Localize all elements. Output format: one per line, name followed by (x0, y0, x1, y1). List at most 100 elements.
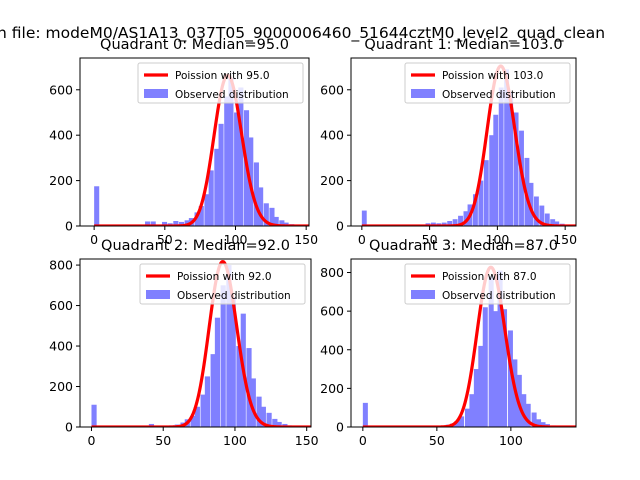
histogram-bar (458, 215, 463, 226)
histogram-bar (198, 206, 204, 226)
y-tick-label: 600 (320, 304, 344, 319)
y-tick-label: 800 (320, 265, 344, 280)
histogram-bar (507, 330, 513, 427)
histogram-bar (554, 221, 560, 226)
histogram-bar (513, 112, 519, 226)
panel-title: Quadrant 3: Median=87.0 (369, 238, 558, 254)
x-tick-label: 100 (223, 433, 247, 448)
figure-suptitle: n file: modeM0/AS1A13_037T05_9000006460_… (0, 24, 605, 43)
histogram-bar (362, 402, 368, 427)
y-tick-label: 600 (320, 82, 344, 97)
plot-area (360, 64, 576, 226)
histogram-bar (228, 78, 234, 226)
x-tick-label: 100 (499, 433, 523, 448)
histogram-bar (441, 222, 447, 226)
histogram-bar (190, 415, 196, 427)
histogram-bar (489, 135, 495, 226)
histogram-bar (454, 421, 460, 427)
legend-observed-label: Observed distribution (442, 89, 556, 101)
y-tick-label: 800 (49, 258, 73, 273)
histogram-bar (525, 403, 531, 427)
histogram-bar (504, 69, 510, 226)
histogram-bar (488, 276, 494, 427)
histogram-bar (236, 346, 242, 427)
histogram-bar (540, 422, 546, 427)
y-tick-label: 400 (320, 128, 344, 143)
y-tick-label: 0 (65, 420, 73, 435)
histogram-bar (539, 205, 545, 226)
x-tick-label: 0 (358, 232, 366, 247)
histogram-bar (452, 219, 458, 226)
axes-frame (350, 57, 577, 227)
histogram-bar (464, 408, 471, 427)
histogram-bar (536, 419, 542, 427)
histogram-bar (269, 207, 275, 226)
histogram-bar (150, 221, 156, 226)
histogram-bar (276, 421, 282, 427)
plot-area (361, 265, 576, 427)
y-tick-label: 400 (49, 128, 73, 143)
histogram-bar (483, 160, 489, 226)
histogram-bar (473, 369, 479, 427)
histogram-bar (173, 221, 179, 226)
y-tick-label: 600 (49, 298, 73, 313)
x-tick-label: 50 (155, 433, 171, 448)
x-tick-label: 100 (224, 232, 248, 247)
histogram-bar (266, 412, 272, 427)
legend-observed-label: Observed distribution (177, 290, 291, 302)
histogram-bar (250, 378, 256, 427)
histogram-bar (91, 404, 97, 427)
x-tick-label: 50 (429, 433, 445, 448)
histogram-bar (272, 418, 278, 427)
histogram-bar (224, 96, 230, 226)
histogram-bar (234, 112, 240, 226)
histogram-bar (498, 87, 504, 226)
histogram-bar (258, 187, 264, 226)
histogram-bar (469, 394, 475, 427)
y-tick-label: 200 (49, 173, 73, 188)
panel-title: Quadrant 0: Median=95.0 (100, 37, 289, 53)
histogram-bar (178, 221, 185, 226)
histogram-bar (544, 213, 550, 226)
legend-bar-swatch (411, 290, 435, 299)
histogram-bar (531, 412, 537, 427)
histogram-bar (493, 114, 499, 226)
legend-observed-label: Observed distribution (175, 89, 289, 101)
histogram-bar (279, 220, 285, 226)
histogram-bar (361, 210, 367, 226)
histogram-bar (94, 186, 100, 226)
legend-poisson-label: Poission with 87.0 (442, 271, 537, 283)
axes-frame (79, 258, 312, 428)
x-tick-label: 100 (485, 232, 509, 247)
y-tick-label: 200 (320, 381, 344, 396)
y-tick-label: 0 (336, 420, 344, 435)
x-tick-label: 0 (88, 433, 96, 448)
histogram-bar (283, 222, 289, 226)
histogram-bar (533, 196, 539, 226)
quadrant-3-panel: Quadrant 3: Median=87.0 0 50 100 0 200 400 600 8… (320, 238, 577, 448)
y-tick-label: 400 (49, 339, 73, 354)
legend-poisson-label: Poission with 95.0 (175, 70, 270, 82)
legend-poisson-label: Poission with 92.0 (177, 271, 272, 283)
axes-frame (79, 57, 310, 227)
histogram-bar (263, 203, 269, 226)
histogram-bar (430, 222, 436, 226)
x-tick-label: 0 (359, 433, 367, 448)
histogram-bar (501, 309, 508, 427)
histogram-bar (459, 416, 465, 427)
histogram-bar (447, 221, 453, 226)
legend-box (404, 62, 571, 104)
axes-frame (350, 258, 577, 428)
histogram-bar (210, 354, 216, 427)
histogram-bar (214, 148, 220, 226)
histogram-bar (260, 406, 266, 427)
poisson-curve (93, 73, 309, 226)
histogram-bar (478, 180, 484, 226)
histogram-bar (226, 265, 232, 427)
x-tick-label: 50 (157, 232, 173, 247)
histogram-bar (508, 92, 514, 226)
legend-poisson-label: Poission with 103.0 (442, 70, 543, 82)
histogram-bar (204, 376, 210, 427)
y-tick-label: 0 (65, 219, 73, 234)
